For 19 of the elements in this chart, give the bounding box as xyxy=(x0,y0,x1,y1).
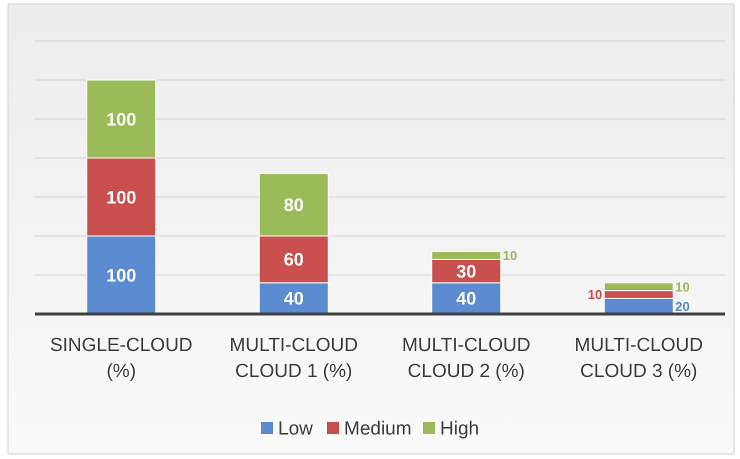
data-label: 30 xyxy=(456,261,476,282)
data-label: 100 xyxy=(106,265,136,286)
data-label: 40 xyxy=(456,288,476,309)
legend-label: Medium xyxy=(344,418,412,440)
legend-label: High xyxy=(440,418,480,440)
x-tick-label: SINGLE-CLOUD (%) xyxy=(50,335,193,382)
data-label: 10 xyxy=(502,248,518,264)
x-tick-label: MULTI-CLOUD CLOUD 3 (%) xyxy=(574,335,703,382)
data-label: 10 xyxy=(588,287,602,302)
data-label: 40 xyxy=(284,288,304,309)
data-label: 100 xyxy=(106,187,136,208)
data-label: 60 xyxy=(284,250,304,270)
x-tick-label: MULTI-CLOUD CLOUD 1 (%) xyxy=(230,335,358,382)
data-label: 100 xyxy=(106,109,136,130)
x-tick-label: MULTI-CLOUD CLOUD 2 (%) xyxy=(402,335,530,382)
legend-label: Low xyxy=(278,418,314,440)
data-label: 80 xyxy=(284,195,304,216)
data-label: 20 xyxy=(675,298,690,314)
data-label: 10 xyxy=(675,279,690,294)
